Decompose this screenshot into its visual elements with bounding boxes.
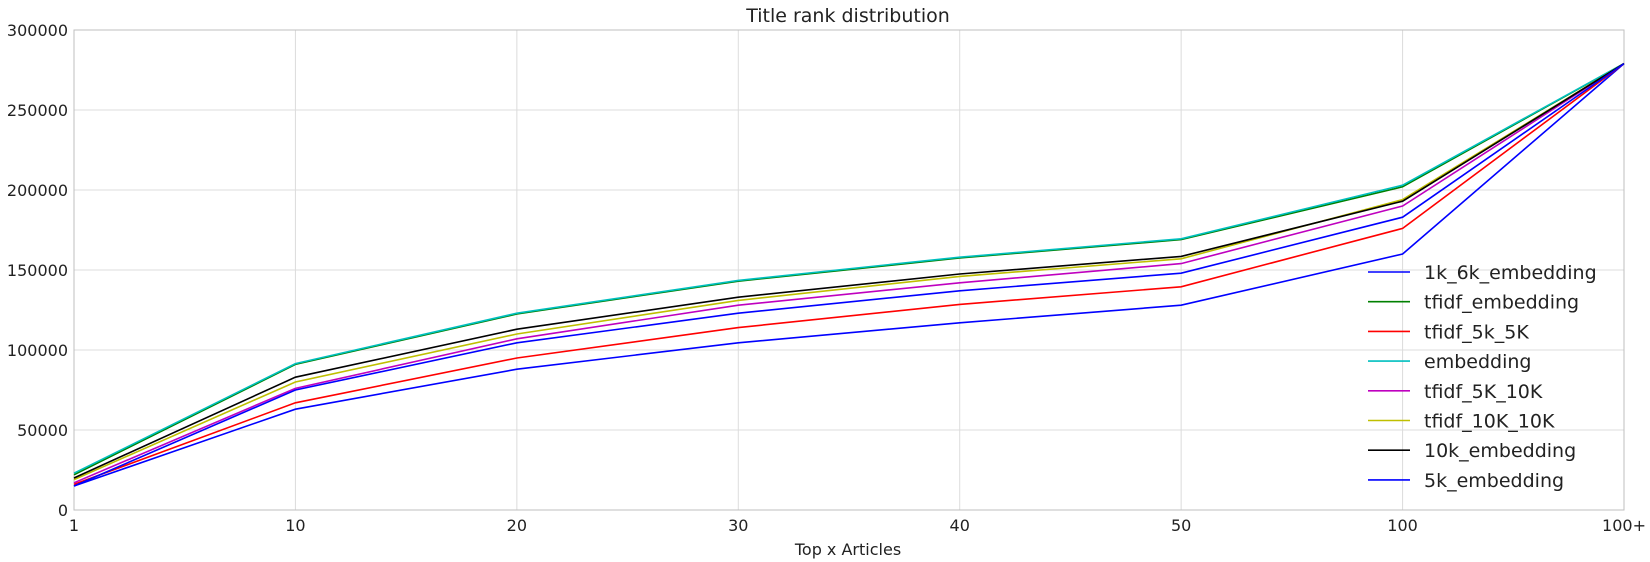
y-tick-label: 50000 bbox=[17, 421, 68, 440]
x-tick-label: 10 bbox=[285, 516, 305, 535]
legend-label: 10k_embedding bbox=[1424, 440, 1576, 462]
series-layer bbox=[73, 62, 1625, 487]
x-tick-label: 30 bbox=[728, 516, 748, 535]
plot-frame bbox=[73, 29, 1625, 511]
y-tick-label: 300000 bbox=[7, 21, 68, 40]
legend-label: tfidf_5k_5K bbox=[1424, 321, 1529, 343]
legend: 1k_6k_embedding tfidf_embedding tfidf_5k_5… bbox=[1368, 262, 1597, 492]
series-line-embedding bbox=[73, 62, 1625, 474]
legend-label: 1k_6k_embedding bbox=[1424, 262, 1597, 284]
y-tick-label: 250000 bbox=[7, 101, 68, 120]
series-line-5k_embedding bbox=[73, 62, 1625, 487]
x-tick-label: 1 bbox=[69, 516, 79, 535]
series-line-tfidf_10K_10K bbox=[73, 62, 1625, 481]
y-tick-label: 100000 bbox=[7, 341, 68, 360]
legend-label: embedding bbox=[1424, 351, 1531, 373]
legend-label: tfidf_embedding bbox=[1424, 292, 1579, 314]
x-tick-label: 50 bbox=[1171, 516, 1191, 535]
legend-label: tfidf_10K_10K bbox=[1424, 411, 1555, 433]
legend-label: tfidf_5K_10K bbox=[1424, 381, 1543, 403]
x-tick-label: 100+ bbox=[1602, 516, 1646, 535]
x-tick-label: 100 bbox=[1387, 516, 1418, 535]
series-line-tfidf_5k_5K bbox=[73, 62, 1625, 486]
series-line-1k_6k_embedding bbox=[73, 62, 1625, 487]
x-tick-label: 20 bbox=[507, 516, 527, 535]
x-axis-label: Top x Articles bbox=[794, 540, 901, 559]
y-tick-label: 200000 bbox=[7, 181, 68, 200]
legend-label: 5k_embedding bbox=[1424, 470, 1564, 492]
grid-layer bbox=[73, 29, 1625, 511]
x-tick-labels: 1 10 20 30 40 50 100 100+ bbox=[69, 516, 1646, 535]
y-tick-label: 0 bbox=[58, 501, 68, 520]
y-tick-label: 150000 bbox=[7, 261, 68, 280]
series-line-10k_embedding bbox=[73, 62, 1625, 479]
series-line-tfidf_5K_10K bbox=[73, 62, 1625, 484]
x-tick-label: 40 bbox=[950, 516, 970, 535]
y-tick-labels: 0 50000 100000 150000 200000 250000 300000 bbox=[7, 21, 68, 520]
chart-title: Title rank distribution bbox=[745, 5, 950, 27]
